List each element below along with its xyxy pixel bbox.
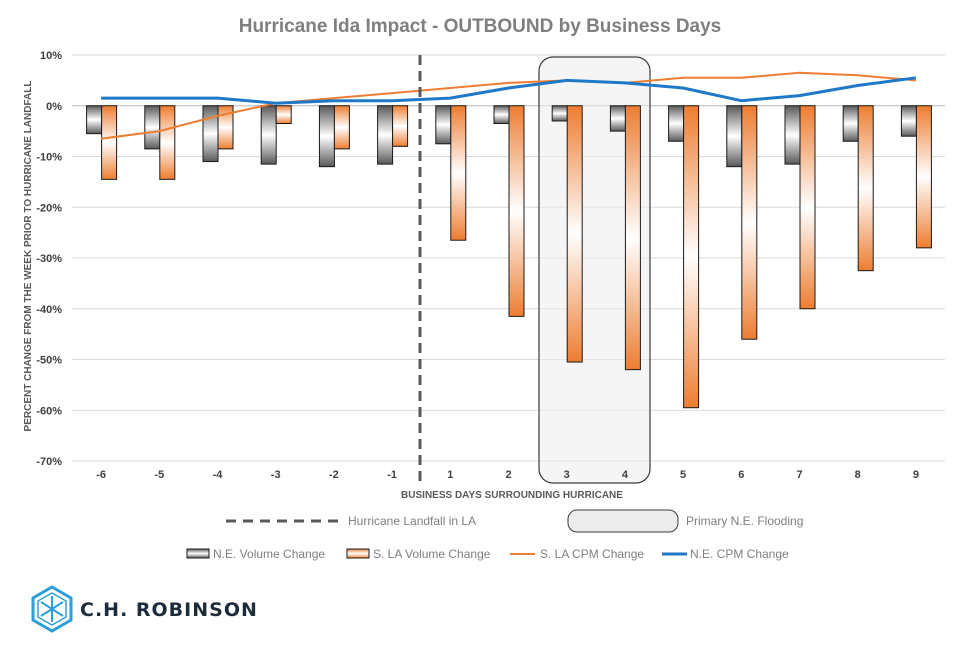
legend-ne-volume-swatch: [186, 548, 210, 559]
x-tick-label: 9: [913, 469, 919, 481]
bar-ne-volume: [609, 105, 626, 132]
bar-sla-volume: [508, 105, 525, 317]
x-tick-label: 6: [738, 469, 744, 481]
x-tick-label: -4: [213, 469, 224, 481]
y-tick-label: -70%: [36, 456, 62, 468]
bar-ne-volume: [551, 105, 568, 122]
bar-ne-volume: [260, 105, 277, 165]
x-tick-label: -2: [329, 469, 339, 481]
x-tick-label: 7: [796, 469, 802, 481]
x-tick-labels: -6 -5 -4 -3 -2 -1 1 2 3 4 5 6 7 8 9: [96, 469, 919, 481]
y-tick-label: 0%: [46, 101, 62, 113]
line-ne-cpm: [101, 76, 917, 105]
bar-sla-volume: [392, 105, 409, 147]
bar-ne-volume: [900, 105, 917, 137]
bar-sla-volume: [683, 105, 700, 409]
bar-sla-volume: [799, 105, 816, 310]
x-tick-label: -5: [154, 469, 164, 481]
x-tick-label: 4: [622, 469, 629, 481]
y-tick-label: -10%: [36, 152, 62, 164]
x-tick-label: 8: [855, 469, 861, 481]
bar-sla-volume: [857, 105, 874, 272]
legend-ne-cpm-label: N.E. CPM Change: [690, 547, 789, 561]
bar-sla-volume: [450, 105, 467, 241]
bar-sla-volume: [101, 105, 118, 180]
legend-sla-volume-swatch: [346, 548, 370, 559]
bar-ne-volume: [435, 105, 452, 145]
bar-ne-volume: [86, 105, 103, 135]
legend-flooding-label: Primary N.E. Flooding: [686, 514, 803, 528]
bar-ne-volume: [144, 105, 161, 150]
x-tick-label: -6: [96, 469, 106, 481]
bar-ne-volume: [493, 105, 510, 125]
x-tick-label: 3: [564, 469, 570, 481]
y-tick-label: -60%: [36, 405, 62, 417]
bar-sla-volume: [624, 105, 641, 371]
bar-sla-volume: [217, 105, 234, 150]
y-tick-label: -30%: [36, 253, 62, 265]
bar-sla-volume: [566, 105, 583, 363]
y-tick-labels: 10% 0% -10% -20% -30% -40% -50% -60% -70%: [36, 50, 62, 468]
x-tick-label: 5: [680, 469, 686, 481]
bar-ne-volume: [318, 105, 335, 168]
bar-sla-volume: [915, 105, 932, 249]
y-axis-label: PERCENT CHANGE FROM THE WEEK PRIOR TO HU…: [23, 81, 34, 432]
bar-ne-volume: [784, 105, 801, 165]
x-tick-label: 2: [505, 469, 511, 481]
y-tick-label: 10%: [40, 50, 62, 62]
y-tick-label: -20%: [36, 202, 62, 214]
ch-robinson-logo-icon: [31, 585, 73, 633]
bar-ne-volume: [668, 105, 685, 142]
bar-ne-volume: [726, 105, 743, 168]
x-tick-label: -1: [387, 469, 397, 481]
bar-sla-volume: [159, 105, 176, 180]
line-sla-cpm: [100, 71, 916, 140]
bar-ne-volume: [202, 105, 219, 163]
legend-ne-volume-label: N.E. Volume Change: [213, 547, 325, 561]
bar-ne-volume: [377, 105, 394, 165]
cpm-lines: [100, 71, 917, 140]
bar-sla-volume: [741, 105, 758, 340]
legend-flooding-swatch: [567, 509, 679, 533]
chart-title: Hurricane Ida Impact - OUTBOUND by Busin…: [239, 16, 722, 37]
y-tick-label: -40%: [36, 304, 62, 316]
x-tick-label: 1: [447, 469, 453, 481]
bar-sla-volume: [275, 105, 292, 125]
x-tick-label: -3: [271, 469, 281, 481]
bars: [86, 105, 932, 409]
legend-sla-volume-label: S. LA Volume Change: [373, 547, 491, 561]
bar-ne-volume: [842, 105, 859, 142]
bar-sla-volume: [333, 105, 350, 150]
company-name: C.H. ROBINSON: [80, 599, 258, 621]
legend-landfall-label: Hurricane Landfall in LA: [348, 514, 476, 528]
y-tick-label: -50%: [36, 355, 62, 367]
legend-sla-cpm-label: S. LA CPM Change: [540, 547, 644, 561]
x-axis-label: BUSINESS DAYS SURROUNDING HURRICANE: [401, 490, 623, 501]
